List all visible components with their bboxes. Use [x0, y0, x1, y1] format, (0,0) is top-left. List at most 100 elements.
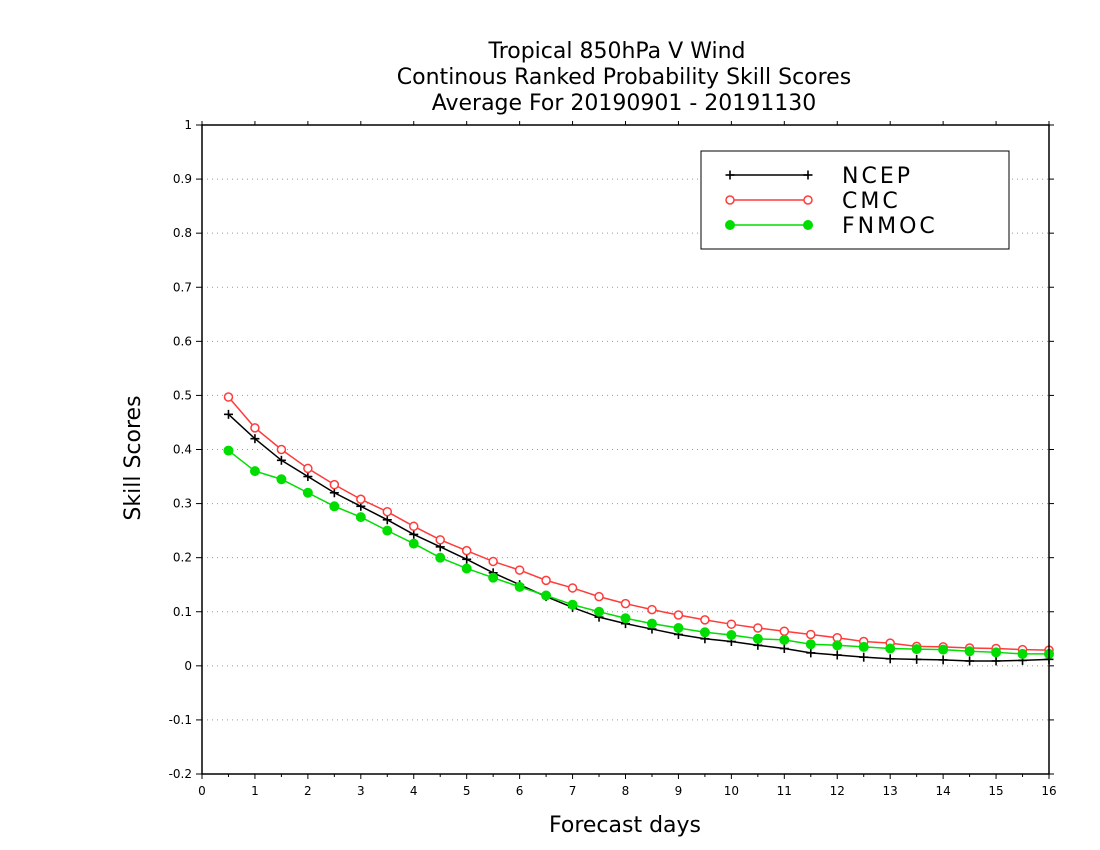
data-point — [567, 583, 578, 593]
y-tick-label: 0.9 — [173, 172, 192, 186]
series-line-cmc — [227, 396, 1050, 651]
y-tick-label: 0.6 — [173, 334, 192, 348]
x-tick-label: 11 — [777, 784, 792, 798]
legend-marker — [725, 220, 735, 230]
data-point — [1017, 648, 1028, 659]
y-tick-label: 0.7 — [173, 280, 192, 294]
x-tick-label: 15 — [988, 784, 1003, 798]
x-tick-label: 0 — [198, 784, 206, 798]
data-point — [806, 629, 816, 640]
data-point — [620, 613, 631, 624]
data-point — [382, 515, 392, 525]
data-point — [726, 619, 737, 629]
legend-marker — [803, 220, 813, 230]
legend-label: FNMOC — [842, 214, 938, 239]
x-tick-label: 16 — [1041, 784, 1056, 798]
data-point — [885, 643, 896, 654]
data-point — [699, 627, 710, 638]
data-point — [302, 487, 313, 498]
data-point — [885, 654, 895, 664]
data-point — [461, 563, 472, 574]
data-point — [938, 644, 949, 655]
data-point — [356, 494, 366, 505]
grid — [202, 178, 1049, 721]
data-point — [250, 434, 260, 444]
data-point — [435, 552, 446, 563]
data-point — [832, 650, 842, 660]
data-point — [779, 626, 790, 636]
y-tick-label: 0.8 — [173, 226, 192, 240]
legend-label: CMC — [842, 189, 901, 214]
x-tick-label: 12 — [830, 784, 845, 798]
y-tick-label: 0.2 — [173, 551, 192, 565]
series-line-ncep — [227, 413, 1050, 662]
legend-label: NCEP — [842, 164, 913, 189]
y-tick-label: 0 — [184, 659, 192, 673]
data-point — [726, 630, 737, 641]
data-point — [303, 463, 313, 474]
title-line-1: Tropical 850hPa V Wind — [487, 39, 745, 64]
x-tick-label: 1 — [251, 784, 259, 798]
data-point — [753, 623, 763, 633]
data-point — [276, 455, 286, 465]
data-point — [805, 639, 816, 650]
axis-ticks: -0.2-0.100.10.20.30.40.50.60.70.80.910 1 2… — [169, 118, 1057, 798]
data-point — [249, 466, 260, 477]
data-point — [488, 556, 498, 567]
x-tick-label: 10 — [724, 784, 739, 798]
legend-item-cmc: CMC — [725, 189, 901, 214]
x-tick-label: 2 — [304, 784, 312, 798]
y-tick-label: 0.1 — [173, 605, 192, 619]
data-point — [620, 598, 631, 609]
data-point — [223, 409, 233, 419]
legend-marker — [725, 195, 735, 205]
x-tick-label: 4 — [410, 784, 418, 798]
data-point — [435, 535, 445, 545]
data-point — [541, 590, 552, 601]
data-point — [752, 633, 763, 644]
data-point — [409, 529, 419, 539]
y-tick-label: 0.3 — [173, 497, 192, 511]
y-tick-label: -0.2 — [169, 767, 192, 781]
data-point — [303, 472, 313, 482]
data-point — [250, 423, 260, 433]
data-point — [779, 634, 790, 645]
data-point — [462, 554, 472, 564]
data-point — [223, 445, 234, 456]
series-ncep — [223, 409, 1054, 666]
series-cmc — [223, 392, 1054, 655]
data-point — [409, 521, 419, 532]
y-tick-label: -0.1 — [169, 713, 192, 727]
data-point — [991, 656, 1001, 666]
data-point — [382, 506, 393, 517]
data-point — [673, 622, 684, 633]
data-point — [858, 641, 869, 652]
data-point — [991, 647, 1002, 658]
legend-marker — [803, 195, 813, 205]
data-point — [912, 654, 922, 664]
data-point — [938, 655, 948, 665]
x-tick-label: 3 — [357, 784, 365, 798]
legend-marker — [725, 170, 735, 180]
data-point — [806, 648, 816, 658]
chart-title: Tropical 850hPa V Wind Continous Ranked … — [397, 39, 851, 116]
data-point — [541, 575, 551, 586]
data-point — [355, 512, 366, 523]
y-tick-label: 1 — [184, 118, 192, 132]
x-tick-label: 6 — [516, 784, 524, 798]
series-line-fnmoc — [228, 449, 1049, 655]
data-point — [911, 644, 922, 655]
x-tick-label: 8 — [622, 784, 630, 798]
data-point — [382, 525, 393, 536]
data-point — [965, 656, 975, 666]
data-point — [514, 581, 525, 592]
data-point — [647, 604, 657, 615]
data-point — [488, 572, 499, 583]
data-point — [514, 565, 525, 575]
data-point — [832, 640, 843, 651]
data-point — [276, 474, 287, 485]
data-point — [461, 545, 472, 556]
x-tick-label: 9 — [675, 784, 683, 798]
data-point — [329, 488, 339, 498]
